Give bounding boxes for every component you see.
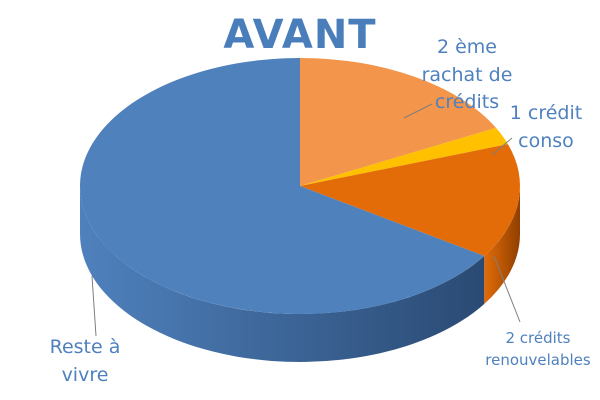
slice-label-line: Reste à xyxy=(49,336,121,358)
slice-label-line: renouvelables xyxy=(485,350,591,369)
slice-label-credits-renouvelables: 2 crédits renouvelables xyxy=(478,328,598,372)
slice-label-line: crédits xyxy=(434,91,500,114)
slice-label-credit-conso: 1 crédit conso xyxy=(506,100,586,155)
slice-label-line: vivre xyxy=(61,363,109,386)
chart-title: AVANT xyxy=(223,12,377,58)
leader-line-2-eme-rachat-de-credits xyxy=(403,103,433,119)
slice-2-credits-renouvelables xyxy=(300,144,520,256)
slice-reste-a-vivre xyxy=(79,58,485,314)
slice-side-2-credits-renouvelables xyxy=(484,186,520,304)
slice-label-line: 1 crédit xyxy=(509,102,583,124)
slice-1-credit-conso xyxy=(300,127,508,186)
slice-side-reste-a-vivre xyxy=(80,186,485,362)
leader-line-1-credit-conso xyxy=(491,137,513,156)
slice-label-line: rachat de xyxy=(421,63,513,86)
slice-label-2eme-rachat: 2 ème rachat de crédits xyxy=(408,34,526,117)
slice-label-line: conso xyxy=(518,129,574,152)
slice-label-line: 2 ème xyxy=(436,36,497,58)
slice-label-reste-a-vivre: Reste à vivre xyxy=(46,334,124,389)
leader-line-reste-a-vivre xyxy=(91,275,97,337)
slice-2-eme-rachat-de-credits xyxy=(300,58,497,186)
leader-line-2-credits-renouvelables xyxy=(493,255,521,323)
slice-label-line: 2 crédits xyxy=(505,329,571,347)
